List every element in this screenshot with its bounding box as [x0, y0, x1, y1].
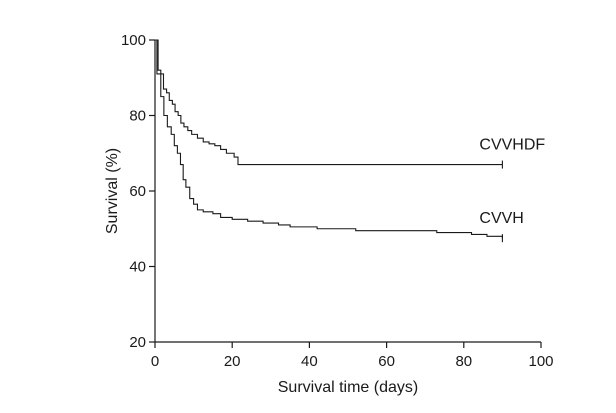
- x-tick-label: 60: [378, 353, 395, 370]
- x-tick-label: 0: [151, 353, 159, 370]
- x-tick-label: 80: [455, 353, 472, 370]
- x-tick-label: 40: [301, 353, 318, 370]
- series-line-cvvhdf: [155, 39, 503, 166]
- series-line-cvvh: [155, 39, 503, 239]
- series-label-cvvh: CVVH: [479, 210, 523, 227]
- x-axis-title: Survival time (days): [278, 379, 418, 396]
- y-tick-label: 80: [129, 108, 146, 125]
- y-tick-label: 60: [129, 183, 146, 200]
- y-tick-label: 20: [129, 334, 146, 351]
- y-tick-label: 40: [129, 259, 146, 276]
- x-tick-label: 20: [224, 353, 241, 370]
- series-label-cvvhdf: CVVHDF: [479, 137, 545, 154]
- plot-area: 0 20 40 60 80 100 20 40 60 80 100 CVVHDF CVVH: [121, 32, 554, 370]
- y-axis-title: Survival (%): [104, 148, 121, 234]
- y-tick-label: 100: [121, 32, 146, 49]
- axes: [154, 40, 541, 343]
- x-tick-label: 100: [528, 353, 553, 370]
